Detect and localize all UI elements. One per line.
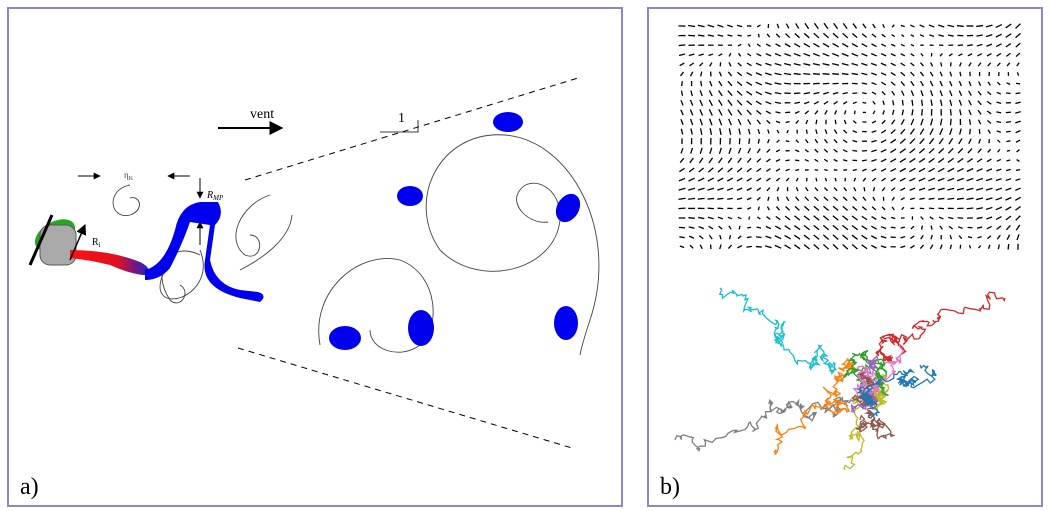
vector: [1016, 93, 1021, 94]
vector: [737, 35, 741, 36]
vector: [941, 62, 942, 66]
vector: [912, 109, 913, 115]
vector: [756, 247, 762, 248]
vector: [863, 103, 867, 104]
panel-label: a): [20, 474, 39, 500]
vector: [893, 100, 894, 105]
vector: [1006, 122, 1011, 123]
vector: [815, 170, 819, 171]
vector: [747, 237, 752, 238]
vector: [794, 74, 801, 75]
vector: [976, 26, 983, 27]
vector: [957, 26, 964, 27]
panel-label: b): [660, 474, 680, 500]
vector: [852, 150, 857, 151]
vector: [698, 35, 704, 36]
vector: [912, 100, 913, 106]
vector: [688, 198, 695, 199]
vector: [747, 35, 751, 36]
vector: [842, 74, 848, 75]
vector: [816, 120, 817, 124]
blob: [408, 310, 434, 346]
vector: [747, 246, 752, 247]
vector: [938, 198, 944, 199]
slope-label: 1: [398, 111, 405, 126]
vector: [717, 198, 723, 199]
vector: [947, 198, 954, 199]
vector: [1006, 112, 1011, 113]
vector: [806, 130, 807, 134]
blob: [397, 186, 423, 206]
vector: [785, 160, 789, 161]
vector: [1006, 141, 1010, 142]
vector: [891, 227, 896, 228]
vector: [970, 129, 971, 134]
blob: [493, 112, 523, 132]
vector: [758, 207, 759, 211]
subscript: K: [129, 176, 134, 182]
subscript: i: [99, 241, 101, 249]
vector: [958, 218, 963, 219]
vector: [739, 226, 740, 230]
vector: [749, 138, 750, 143]
vector: [835, 120, 836, 124]
vector: [679, 208, 686, 209]
vector: [922, 226, 923, 230]
vector: [922, 109, 923, 115]
vector: [758, 34, 759, 37]
panel-b-frame: [648, 8, 1042, 506]
vector: [786, 122, 790, 123]
vector: [816, 178, 817, 181]
vector: [960, 72, 961, 77]
vector: [823, 74, 830, 75]
vector: [727, 198, 733, 199]
blob: [329, 326, 361, 350]
vector: [902, 100, 903, 105]
vector: [756, 237, 761, 238]
vector: [698, 198, 705, 199]
vector: [749, 217, 750, 220]
vector: [950, 119, 951, 125]
vector: [824, 170, 827, 171]
vector: [979, 129, 980, 134]
vector: [929, 198, 935, 199]
vector: [1007, 160, 1011, 161]
vector: [778, 197, 779, 201]
vector: [747, 227, 751, 228]
vector: [708, 198, 715, 199]
blob: [554, 306, 578, 340]
vector: [864, 187, 865, 191]
page: vent 1 ηK RMP Ri a) b) (() => { const da…: [0, 0, 1050, 511]
vector: [679, 45, 686, 46]
vector: [786, 141, 790, 142]
vector: [1016, 170, 1020, 171]
vector: [1008, 244, 1009, 249]
vector: [901, 227, 905, 228]
subscript: MP: [212, 194, 224, 202]
vector: [1007, 150, 1010, 151]
vector: [795, 160, 799, 161]
vector: [950, 109, 951, 115]
vector: [803, 74, 810, 75]
vector: [862, 93, 867, 94]
vector: [832, 74, 839, 75]
vector: [967, 208, 973, 209]
vent-label: vent: [250, 107, 274, 122]
vector: [922, 100, 923, 106]
symbol: R: [206, 190, 213, 201]
figure: vent 1 ηK RMP Ri a) b): [0, 0, 1050, 511]
vector: [862, 160, 867, 161]
vector: [682, 81, 683, 86]
vector: [813, 74, 820, 75]
vector: [958, 45, 963, 46]
vector: [1006, 131, 1011, 132]
vector: [688, 218, 695, 219]
vector: [784, 83, 791, 84]
vector: [948, 35, 954, 36]
